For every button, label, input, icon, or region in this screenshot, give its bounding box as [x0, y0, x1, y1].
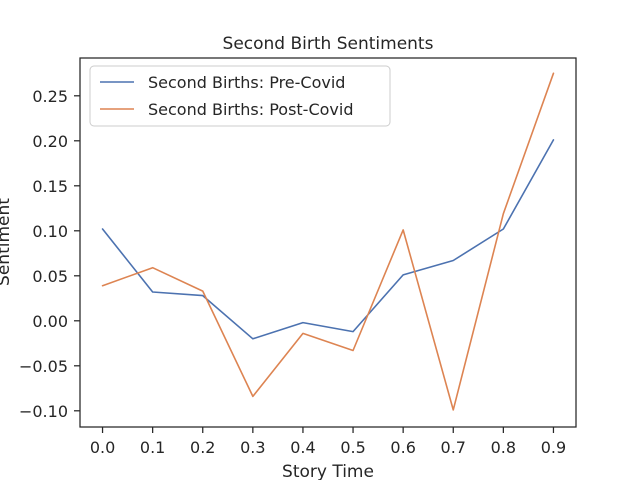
x-tick-label: 0.9 [541, 438, 566, 457]
x-tick-label: 0.0 [90, 438, 115, 457]
x-tick-label: 0.8 [491, 438, 516, 457]
y-tick-label: 0.25 [32, 87, 68, 106]
y-tick-label: −0.05 [19, 357, 68, 376]
y-tick-label: −0.10 [19, 402, 68, 421]
x-tick-label: 0.1 [140, 438, 165, 457]
x-tick-label: 0.4 [290, 438, 315, 457]
series-line-post-covid [101, 72, 555, 411]
y-tick-label: 0.05 [32, 267, 68, 286]
x-tick-label: 0.7 [441, 438, 466, 457]
legend-box [89, 65, 391, 127]
chart-title: Second Birth Sentiments [223, 34, 434, 54]
y-axis: 0.25 0.20 0.15 0.10 0.05 0.00 −0.05 −0.10 [19, 87, 80, 421]
x-axis: 0.0 0.1 0.2 0.3 0.4 0.5 0.6 0.7 0.8 0.9 [90, 427, 566, 457]
y-axis-title: Sentiment [0, 198, 14, 286]
y-tick-label: 0.10 [32, 222, 68, 241]
legend-label: Second Births: Pre-Covid [148, 73, 345, 92]
series-line-pre-covid [101, 139, 555, 340]
x-tick-label: 0.2 [190, 438, 215, 457]
x-tick-label: 0.3 [240, 438, 265, 457]
x-axis-title: Story Time [282, 462, 374, 480]
legend: Second Births: Pre-Covid Second Births: P… [89, 65, 391, 127]
y-tick-label: 0.15 [32, 177, 68, 196]
legend-label: Second Births: Post-Covid [148, 100, 353, 119]
x-tick-label: 0.5 [340, 438, 365, 457]
series-lines [101, 72, 555, 411]
x-tick-label: 0.6 [390, 438, 415, 457]
y-tick-label: 0.00 [32, 312, 68, 331]
plot-frame [79, 57, 577, 428]
y-tick-label: 0.20 [32, 132, 68, 151]
